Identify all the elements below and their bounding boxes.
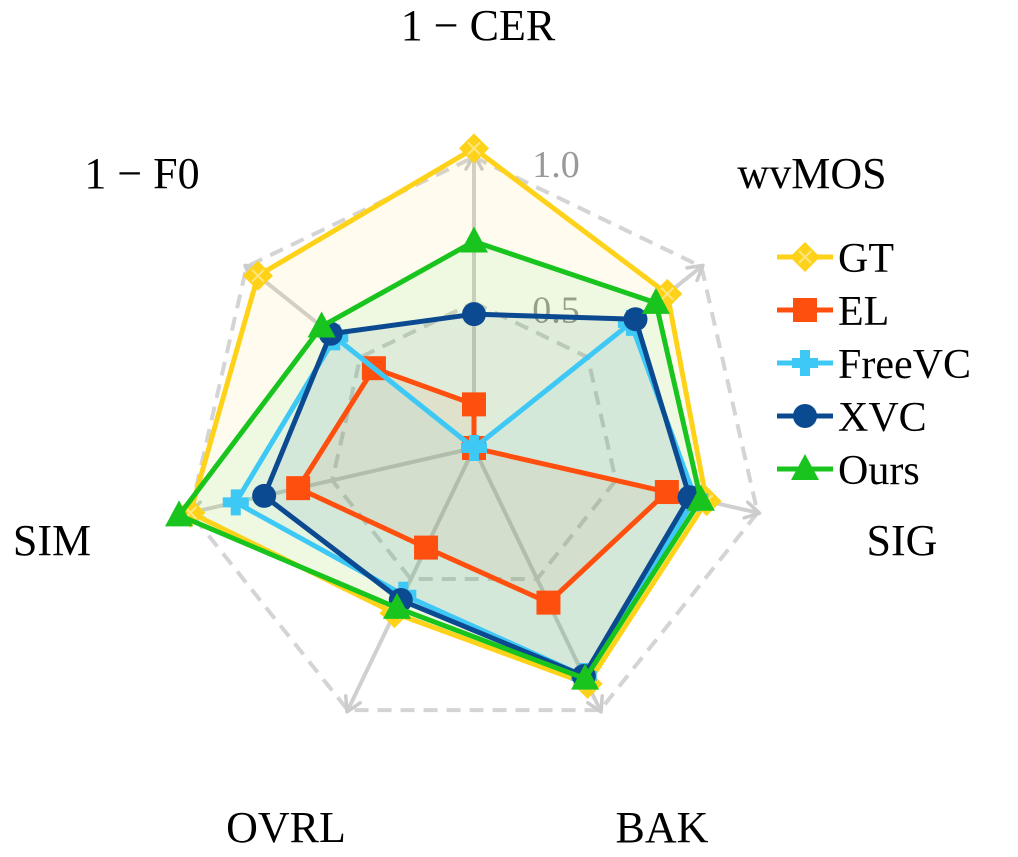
point-ours-1-f0 [307,311,336,338]
point-ours-sig [686,484,715,511]
legend-marker-gt [790,242,820,272]
legend-marker-el [793,298,817,322]
legend-label-xvc: XVC [838,395,927,441]
legend-label-freevc: FreeVC [838,342,971,388]
series-markers-xvc [252,302,702,689]
legend-item-gt: GT [777,236,894,282]
ring-labels: 0.5 1.0 [532,144,580,331]
series-markers-ours [165,226,715,690]
axis-label-sim: SIM [13,516,91,565]
legend-item-ours: Ours [777,448,920,494]
legend-item-xvc: XVC [777,395,927,441]
series-area-freevc [235,322,696,677]
series-area-xvc [264,314,690,677]
legend-marker-freevc [792,350,818,376]
series-lines [165,133,722,699]
axis-label-1-f0: 1 − F0 [84,149,199,198]
axis-line-ovrl [344,447,476,714]
point-el-1-cer [462,392,486,417]
point-el-sim [286,476,311,501]
legend: GT EL FreeVC XVC Ours [777,236,971,494]
point-gt-1-f0 [242,260,273,291]
axis-label-ovrl: OVRL [226,803,346,852]
legend-label-gt: GT [838,236,894,282]
point-el-ovrl [414,535,439,560]
legend-label-ours: Ours [838,448,920,494]
legend-marker-ours [791,454,819,480]
series-layer [165,133,722,699]
axis-label-wvmos: wvMOS [737,149,886,198]
point-ours-ovrl [383,592,412,619]
axis-label-1-cer: 1 − CER [401,1,556,50]
point-freevc-sim [222,489,249,516]
axis-labels: 1 − CER wvMOS SIG BAK OVRL SIM 1 − F0 [13,1,938,852]
legend-label-el: EL [838,289,889,335]
radar-rings [188,154,760,713]
point-xvc-sim [252,483,277,508]
point-ours-1-cer [460,226,488,253]
series-line-ours [176,238,704,682]
series-area-el [298,368,667,603]
point-ours-sim [165,500,194,527]
series-line-gt [187,145,710,687]
legend-marker-xvc [793,404,817,428]
point-freevc-1-cer [461,435,487,461]
grid-ring-0-5 [330,300,618,582]
point-el-bak [536,590,561,615]
legend-item-el: EL [777,289,889,335]
series-line-el [295,365,670,606]
point-gt-1-cer [459,133,489,164]
point-ours-bak [571,663,600,690]
point-xvc-1-cer [462,302,486,327]
series-line-xvc [261,311,693,679]
ring-label: 1.0 [532,144,580,186]
point-el-sig [654,480,679,505]
legend-item-freevc: FreeVC [777,342,971,388]
axis-label-bak: BAK [616,803,709,852]
point-xvc-wvmos [623,307,648,332]
axis-label-sig: SIG [867,516,938,565]
grid-ring-1-0 [188,154,760,713]
point-ours-wvmos [641,287,670,314]
ring-label: 0.5 [532,290,580,332]
